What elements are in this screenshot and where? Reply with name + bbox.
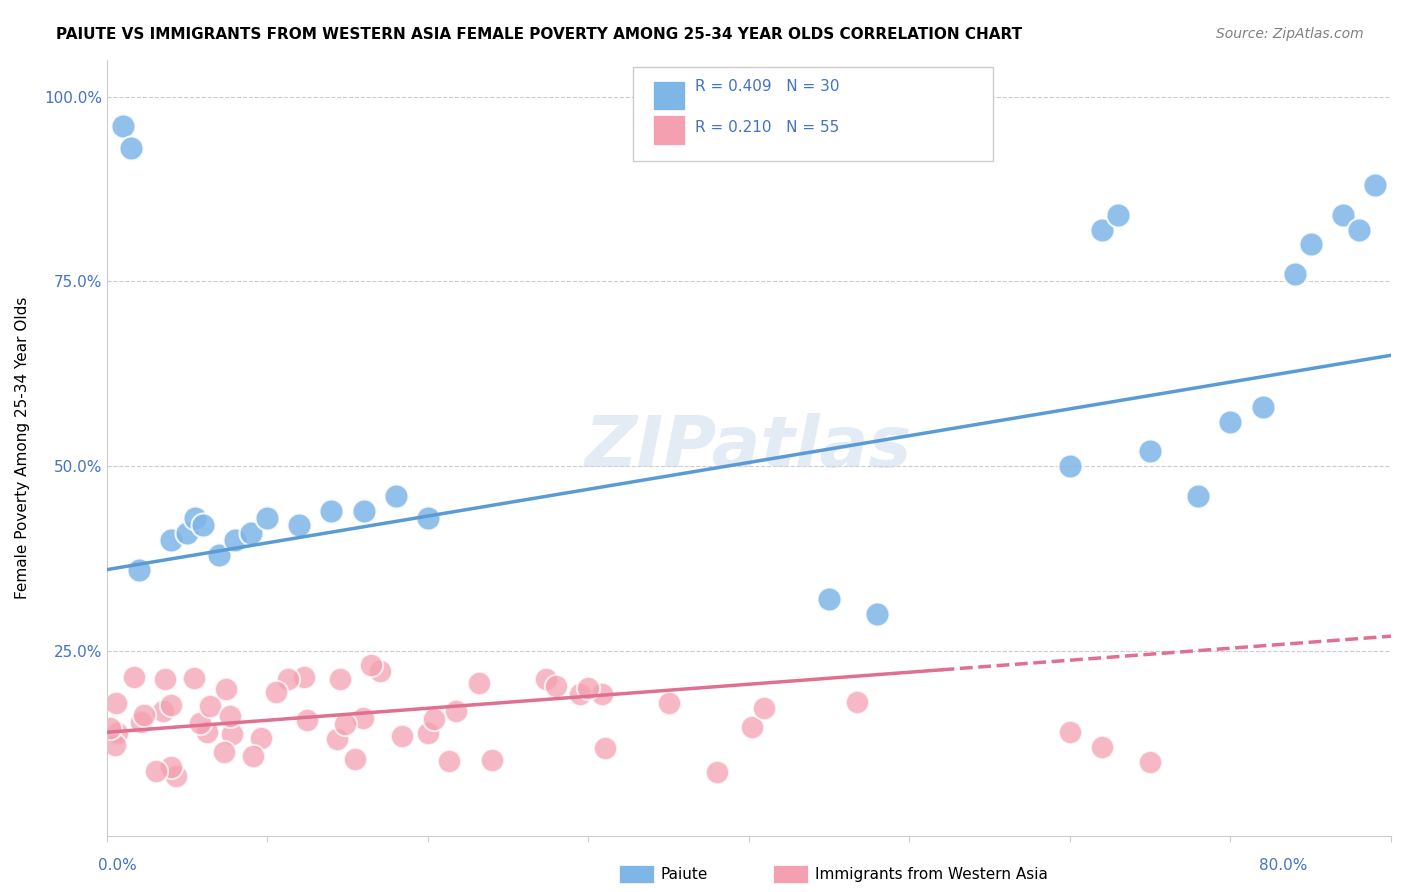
Point <box>741 720 763 734</box>
Point <box>145 764 167 778</box>
Point <box>481 753 503 767</box>
Point <box>242 748 264 763</box>
Point <box>321 503 343 517</box>
Point <box>98 721 121 735</box>
FancyBboxPatch shape <box>633 68 993 161</box>
Point <box>240 525 263 540</box>
Point <box>1251 400 1274 414</box>
Point <box>250 731 273 745</box>
Point <box>752 701 775 715</box>
Point <box>153 672 176 686</box>
Point <box>294 669 316 683</box>
Text: Paiute: Paiute <box>661 867 709 881</box>
Point <box>224 533 246 547</box>
Point <box>544 679 567 693</box>
Point <box>818 592 841 607</box>
Point <box>120 141 142 155</box>
Point <box>198 698 221 713</box>
Point <box>129 715 152 730</box>
Point <box>1091 740 1114 755</box>
Point <box>277 672 299 686</box>
Point <box>595 741 617 756</box>
Point <box>368 664 391 678</box>
Text: R = 0.210   N = 55: R = 0.210 N = 55 <box>695 120 839 136</box>
Point <box>105 726 128 740</box>
Point <box>218 708 240 723</box>
Point <box>866 607 889 621</box>
Point <box>391 729 413 743</box>
Text: Immigrants from Western Asia: Immigrants from Western Asia <box>815 867 1049 881</box>
Bar <box>652 115 685 145</box>
Point <box>160 760 183 774</box>
Point <box>1139 755 1161 769</box>
Point <box>188 715 211 730</box>
Text: PAIUTE VS IMMIGRANTS FROM WESTERN ASIA FEMALE POVERTY AMONG 25-34 YEAR OLDS CORR: PAIUTE VS IMMIGRANTS FROM WESTERN ASIA F… <box>56 27 1022 42</box>
Point <box>1347 222 1369 236</box>
Point <box>353 503 375 517</box>
Point <box>444 704 467 718</box>
Point <box>360 658 382 673</box>
Point <box>288 518 311 533</box>
Point <box>215 681 238 696</box>
Point <box>132 708 155 723</box>
Point <box>212 745 235 759</box>
Point <box>1187 489 1209 503</box>
Point <box>295 714 318 728</box>
Point <box>208 548 231 562</box>
Point <box>1059 459 1081 474</box>
Point <box>152 704 174 718</box>
Point <box>191 518 214 533</box>
Text: Source: ZipAtlas.com: Source: ZipAtlas.com <box>1216 27 1364 41</box>
Point <box>195 725 218 739</box>
Point <box>658 696 681 710</box>
Point <box>184 511 207 525</box>
Point <box>221 727 243 741</box>
Point <box>423 712 446 726</box>
Point <box>1219 415 1241 429</box>
Point <box>534 673 557 687</box>
Point <box>344 752 367 766</box>
Point <box>160 533 183 547</box>
Text: ZIPatlas: ZIPatlas <box>585 413 912 483</box>
Point <box>1091 222 1114 236</box>
Bar <box>652 80 685 110</box>
Point <box>333 717 356 731</box>
Point <box>160 698 183 712</box>
Point <box>568 687 591 701</box>
Point <box>1331 208 1354 222</box>
Text: 0.0%: 0.0% <box>98 858 138 872</box>
Point <box>264 685 287 699</box>
Point <box>1364 178 1386 193</box>
Point <box>176 525 198 540</box>
Point <box>104 738 127 752</box>
Y-axis label: Female Poverty Among 25-34 Year Olds: Female Poverty Among 25-34 Year Olds <box>15 296 30 599</box>
Point <box>352 711 374 725</box>
Point <box>416 726 439 740</box>
Point <box>1284 267 1306 281</box>
Point <box>845 695 868 709</box>
Point <box>591 687 613 701</box>
Point <box>576 681 599 695</box>
Point <box>128 563 150 577</box>
Point <box>468 676 491 690</box>
Point <box>1059 725 1081 739</box>
Point <box>1107 208 1129 222</box>
Point <box>329 672 352 686</box>
Text: 80.0%: 80.0% <box>1260 858 1308 872</box>
Point <box>256 511 278 525</box>
Point <box>105 696 128 710</box>
Point <box>1139 444 1161 458</box>
Point <box>437 755 460 769</box>
Point <box>706 765 728 780</box>
Point <box>384 489 406 503</box>
Point <box>165 769 187 783</box>
Point <box>326 731 349 746</box>
Point <box>416 511 439 525</box>
Point <box>1299 237 1322 252</box>
Point <box>111 119 134 133</box>
Point <box>183 671 205 685</box>
Text: R = 0.409   N = 30: R = 0.409 N = 30 <box>695 79 839 95</box>
Point <box>122 670 145 684</box>
